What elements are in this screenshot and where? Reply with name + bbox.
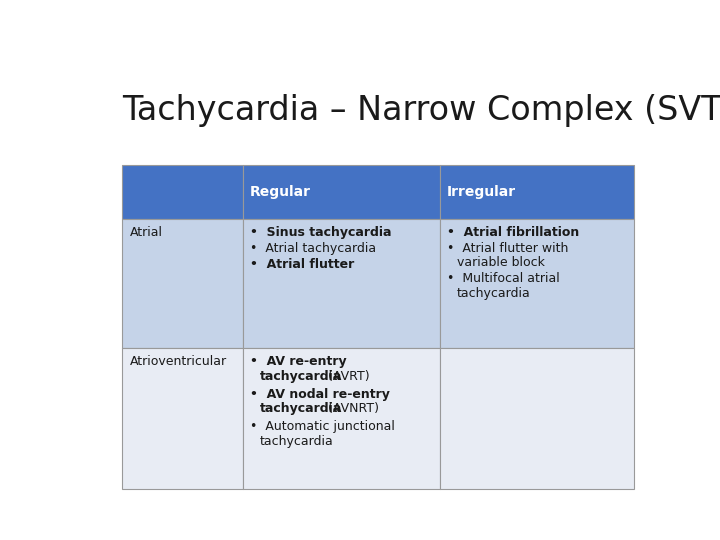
Text: (AVNRT): (AVNRT) [324,402,379,415]
Text: tachycardia: tachycardia [260,402,342,415]
Bar [440,348,634,489]
Text: •  Atrial tachycardia: • Atrial tachycardia [250,242,376,255]
Text: •  Atrial flutter with: • Atrial flutter with [447,242,568,255]
Text: tachycardia: tachycardia [260,369,342,382]
Bar [243,165,440,219]
Bar [440,219,634,348]
Text: •  Atrial fibrillation: • Atrial fibrillation [447,226,579,239]
Bar [243,219,440,348]
Text: Atrial: Atrial [130,226,163,239]
Bar [122,219,243,348]
Text: •  AV nodal re-entry: • AV nodal re-entry [250,388,390,401]
Text: •  Atrial flutter: • Atrial flutter [250,258,354,271]
Text: •  Multifocal atrial: • Multifocal atrial [447,272,559,285]
Bar [440,165,634,219]
Bar [122,165,243,219]
Text: Atrioventricular: Atrioventricular [130,355,227,368]
Text: •  AV re-entry: • AV re-entry [250,355,346,368]
Text: tachycardia: tachycardia [260,435,333,448]
Text: Tachycardia – Narrow Complex (SVT): Tachycardia – Narrow Complex (SVT) [122,94,720,127]
Text: Regular: Regular [250,185,311,199]
Bar [122,348,243,489]
Text: •  Sinus tachycardia: • Sinus tachycardia [250,226,392,239]
Text: tachycardia: tachycardia [457,287,531,300]
Text: •  Automatic junctional: • Automatic junctional [250,421,395,434]
Text: (AVRT): (AVRT) [324,369,369,382]
Text: variable block: variable block [457,256,545,269]
Text: Irregular: Irregular [447,185,516,199]
Bar [243,348,440,489]
